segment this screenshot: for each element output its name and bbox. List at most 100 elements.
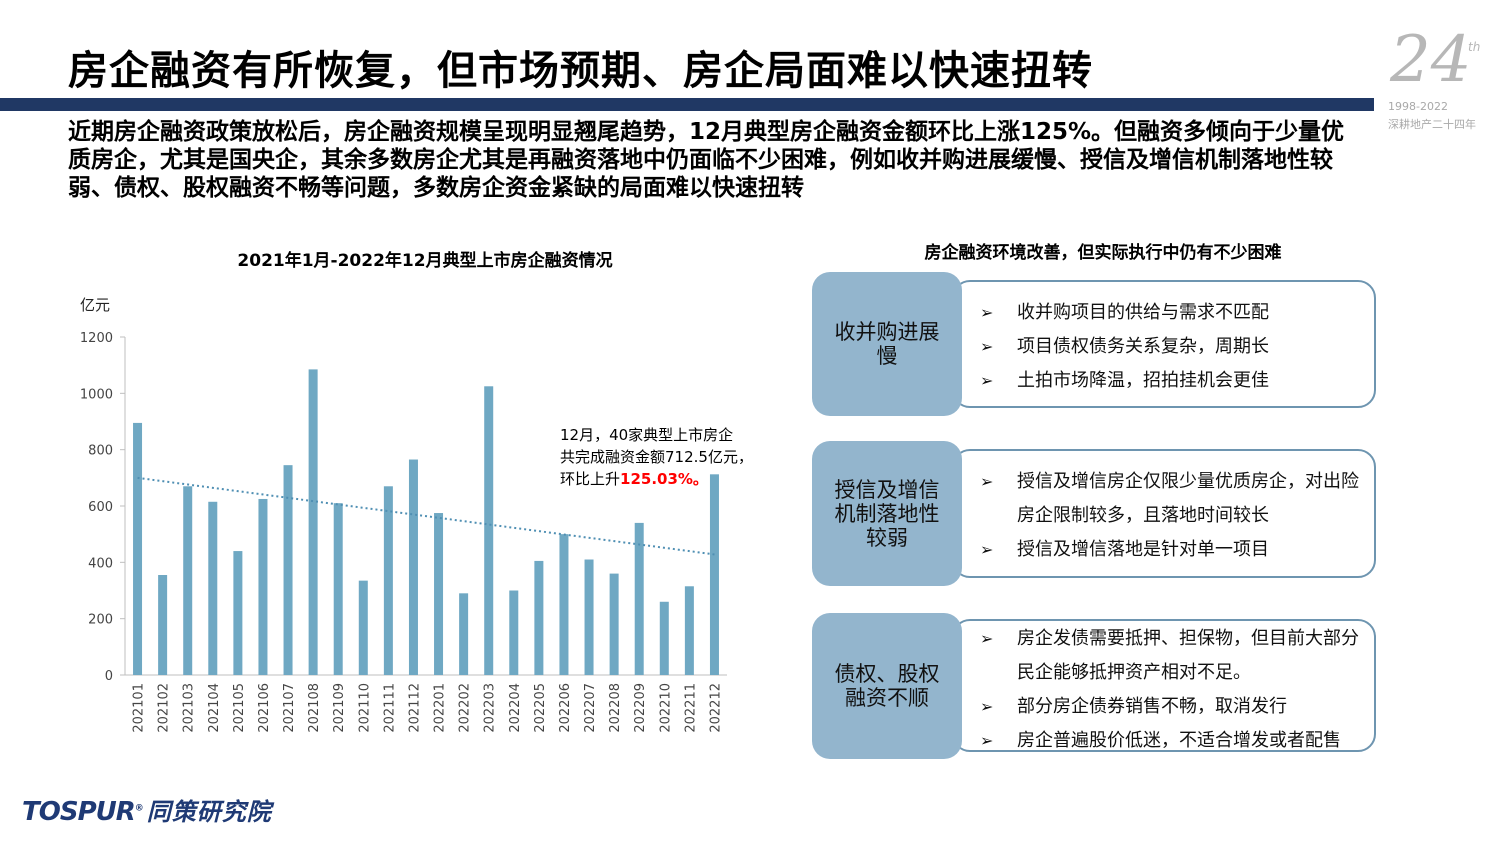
bar-202204 [509,590,519,675]
list-item: ➢ 土拍市场降温，招拍挂机会更佳 [980,364,1360,398]
y-tick-label: 600 [88,500,113,515]
arrow-bullet-icon: ➢ [980,303,994,322]
y-tick-label: 800 [88,444,113,459]
bar-202101 [133,422,143,675]
bar-202112 [408,459,418,675]
list-item: ➢ 部分房企债券销售不畅，取消发行 [980,690,1360,724]
callout-line-3-prefix: 环比上升 [560,470,621,488]
registered-mark: ® [134,803,144,814]
x-tick-label: 202206 [558,683,573,733]
arrow-bullet-icon: ➢ [980,697,994,716]
chart-title: 2021年1月-2022年12月典型上市房企融资情况 [237,251,613,271]
right-panel-title: 房企融资环境改善，但实际执行中仍有不少困难 [924,243,1282,263]
difficulty-tag-credit: 授信及增信机制落地性较弱 [812,441,962,586]
list-item-text: 授信及增信落地是针对单一项目 [1017,539,1269,560]
callout-highlight-value: 125.03%。 [620,470,708,488]
x-tick-label: 202109 [332,683,347,733]
list-item: ➢ 授信及增信房企仅限少量优质房企，对出险房企限制较多，且落地时间较长 [980,465,1360,533]
arrow-bullet-icon: ➢ [980,629,994,648]
x-tick-label: 202209 [633,683,648,733]
difficulty-list-ma: ➢ 收并购项目的供给与需求不匹配 ➢ 项目债权债务关系复杂，周期长 ➢ 土拍市场降温，… [980,296,1360,398]
x-tick-label: 202202 [458,683,473,733]
x-tick-label: 202210 [658,683,673,733]
callout-line-2: 共完成融资金额712.5亿元， [560,448,753,466]
x-tick-label: 202201 [433,683,448,733]
title-divider-bar [0,98,1374,111]
difficulty-list-credit: ➢ 授信及增信房企仅限少量优质房企，对出险房企限制较多，且落地时间较长 ➢ 授信及增… [980,465,1360,567]
arrow-bullet-icon: ➢ [980,472,994,491]
list-item: ➢ 授信及增信落地是针对单一项目 [980,533,1360,567]
callout-line-3: 环比上升125.03%。 [560,468,753,490]
financing-bar-chart: 亿元 0 200 400 600 800 1000 1200 202101 202102 20210… [80,296,727,733]
bar-202105 [233,551,243,675]
list-item: ➢ 项目债权债务关系复杂，周期长 [980,330,1360,364]
x-tick-label: 202106 [257,683,272,733]
anniversary-years: 1998-2022 [1388,100,1448,113]
logo-letter-t: T [22,797,40,827]
x-tick-label: 202111 [382,683,397,733]
x-tick-label: 202107 [282,683,297,733]
anniversary-number: 24 [1390,23,1472,97]
x-tick-label: 202110 [357,683,372,733]
list-item-text: 部分房企债券销售不畅，取消发行 [1017,696,1287,717]
x-tick-label: 202207 [583,683,598,733]
bar-202205 [534,560,544,675]
bar-202206 [559,534,569,675]
x-tick-label: 202205 [533,683,548,733]
difficulty-tag-ma: 收并购进展慢 [812,272,962,416]
bar-202106 [258,498,268,675]
bar-202109 [333,503,343,675]
bar-202201 [434,513,444,675]
bar-202210 [659,601,669,675]
summary-paragraph: 近期房企融资政策放松后，房企融资规模呈现明显翘尾趋势，12月典型房企融资金额环比… [68,119,1345,201]
x-tick-label: 202208 [608,683,623,733]
y-tick-label: 1200 [80,331,113,346]
tospur-logo: TOSPUR® 同策研究院 [22,792,272,827]
page-title: 房企融资有所恢复，但市场预期、房企局面难以快速扭转 [68,48,1093,94]
bar-202209 [634,522,644,675]
logo-chinese-name: 同策研究院 [146,798,272,826]
list-item-text: 土拍市场降温，招拍挂机会更佳 [1017,370,1269,391]
bar-202107 [283,465,293,675]
x-tick-label: 202204 [508,683,523,733]
y-axis-unit-label: 亿元 [80,296,110,314]
x-tick-label: 202101 [132,683,147,733]
list-item-text: 收并购项目的供给与需求不匹配 [1017,302,1269,323]
bar-202202 [459,593,469,675]
arrow-bullet-icon: ➢ [980,371,994,390]
list-item: ➢ 收并购项目的供给与需求不匹配 [980,296,1360,330]
difficulty-tag-debt-equity: 债权、股权融资不顺 [812,613,962,759]
bar-202207 [584,559,594,675]
trend-line [137,476,715,556]
list-item-text: 房企普遍股价低迷，不适合增发或者配售 [1017,730,1341,751]
difficulty-box-debt-equity [952,619,1376,752]
difficulty-list-debt-equity: ➢ 房企发债需要抵押、担保物，但目前大部分民企能够抵押资产相对不足。 ➢ 部分房企债… [980,622,1360,758]
bar-202108 [308,369,318,675]
list-item-text: 房企发债需要抵押、担保物，但目前大部分民企能够抵押资产相对不足。 [1017,628,1359,683]
x-tick-label: 202104 [207,683,222,733]
bar-202103 [183,486,193,675]
bar-202111 [383,486,393,675]
list-item: ➢ 房企普遍股价低迷，不适合增发或者配售 [980,724,1360,758]
y-tick-label: 400 [88,556,113,571]
x-tick-label: 202102 [157,683,172,733]
bar-202104 [208,501,218,675]
y-tick-label: 1000 [80,387,113,402]
chart-callout: 12月，40家典型上市房企 共完成融资金额712.5亿元， 环比上升125.03… [560,424,753,490]
bar-202212 [709,474,719,675]
arrow-bullet-icon: ➢ [980,337,994,356]
callout-line-1: 12月，40家典型上市房企 [560,426,734,444]
x-tick-label: 202108 [307,683,322,733]
anniversary-caption: 深耕地产二十四年 [1388,118,1476,131]
arrow-bullet-icon: ➢ [980,540,994,559]
logo-letters-spur: SPUR [59,797,136,827]
logo-letter-o: O [38,797,61,827]
bar-202208 [609,573,619,675]
y-tick-label: 200 [88,613,113,628]
x-tick-label: 202211 [683,683,698,733]
x-tick-label: 202112 [407,683,422,733]
bar-202203 [484,386,494,675]
x-tick-label: 202212 [708,683,723,733]
list-item: ➢ 房企发债需要抵押、担保物，但目前大部分民企能够抵押资产相对不足。 [980,622,1360,690]
anniversary-suffix: th [1468,40,1481,54]
